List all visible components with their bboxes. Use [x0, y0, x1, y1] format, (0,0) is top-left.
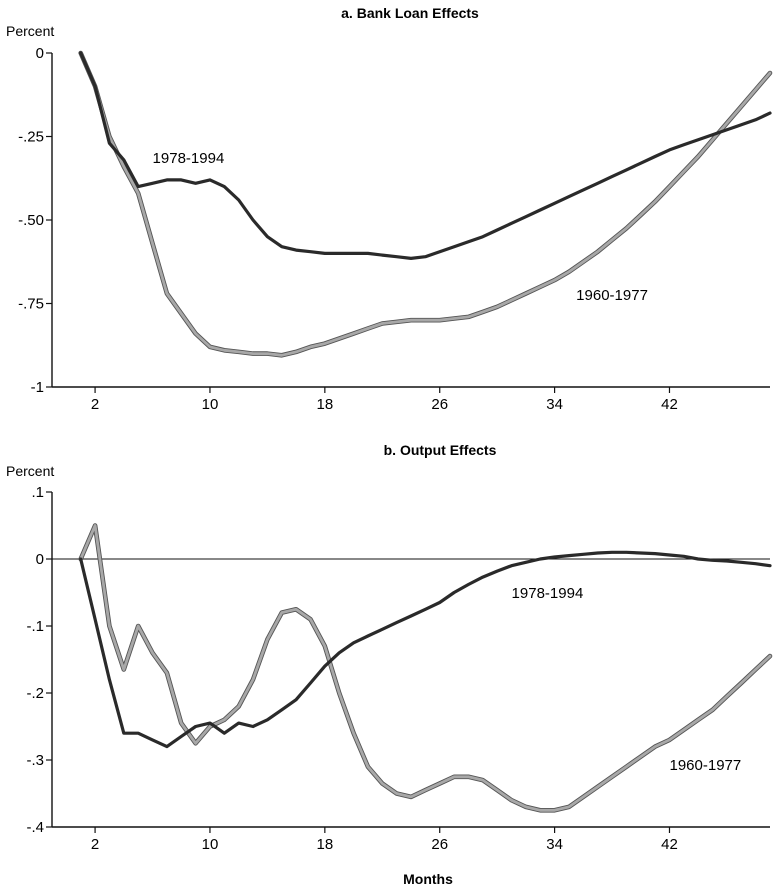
panel-b-ytick-label: -.4 [26, 819, 44, 836]
panel-a-plot-area: 0 -.25 -.50 -.75 -1 2 10 18 26 34 42 1978-1994 1960-… [18, 45, 773, 413]
panel-output-effects: b. Output Effects Percent .1 0 -.1 -.2 -.3 -.… [6, 442, 773, 853]
panel-a-ytick-label: 0 [36, 45, 44, 62]
panel-b-series-annotation: 1960-1977 [670, 757, 742, 774]
panel-b-plot-area: .1 0 -.1 -.2 -.3 -.4 2 10 18 26 34 42 1978-1994 1960-… [26, 484, 773, 853]
panel-b-xtick-label: 10 [202, 836, 219, 853]
panel-b-xtick-label: 26 [431, 836, 448, 853]
panel-a-xtick-label: 2 [91, 396, 99, 413]
panel-b-xtick-label: 34 [546, 836, 563, 853]
panel-a-series-1960-1977-outline [78, 50, 773, 358]
panel-a-series-1978-1994-line [79, 51, 772, 260]
panel-a-xtick-label: 10 [202, 396, 219, 413]
panel-b-ytick-label: -.2 [26, 685, 44, 702]
panel-b-xtick-label: 18 [316, 836, 333, 853]
panel-a-ytick-label: -.25 [18, 129, 44, 146]
panel-a-ylabel: Percent [6, 23, 54, 39]
panel-a-ytick-label: -1 [31, 379, 44, 396]
panel-b-title: b. Output Effects [384, 442, 497, 458]
panel-b-ylabel: Percent [6, 463, 54, 479]
panel-b-series-annotation: 1978-1994 [512, 585, 584, 602]
panel-b-xtick-label: 42 [661, 836, 678, 853]
panel-b-series-1978-1994-line [79, 550, 772, 749]
panel-a-ytick-label: -.50 [18, 212, 44, 229]
panel-a-title: a. Bank Loan Effects [341, 5, 479, 21]
panel-b-ytick-label: -.3 [26, 752, 44, 769]
panel-a-xtick-label: 18 [316, 396, 333, 413]
panel-a-ytick-label: -.75 [18, 296, 44, 313]
panel-b-series-1960-1977-outline [78, 523, 773, 813]
panel-a-xtick-label: 42 [661, 396, 678, 413]
x-axis-label: Months [403, 871, 453, 887]
panel-bank-loan-effects: a. Bank Loan Effects Percent 0 -.25 -.50 -.… [6, 5, 773, 413]
panel-b-ytick-label: 0 [36, 551, 44, 568]
panel-b-series-1960-1977-line [79, 524, 772, 812]
panel-b-ytick-label: .1 [31, 484, 44, 501]
panel-b-ytick-label: -.1 [26, 618, 44, 635]
panel-a-xtick-label: 34 [546, 396, 563, 413]
panel-b-xtick-label: 2 [91, 836, 99, 853]
panel-a-series-1960-1977-line [79, 51, 772, 357]
panel-a-series-annotation: 1978-1994 [153, 150, 225, 167]
panel-a-xtick-label: 26 [431, 396, 448, 413]
panel-a-series-annotation: 1960-1977 [576, 287, 648, 304]
